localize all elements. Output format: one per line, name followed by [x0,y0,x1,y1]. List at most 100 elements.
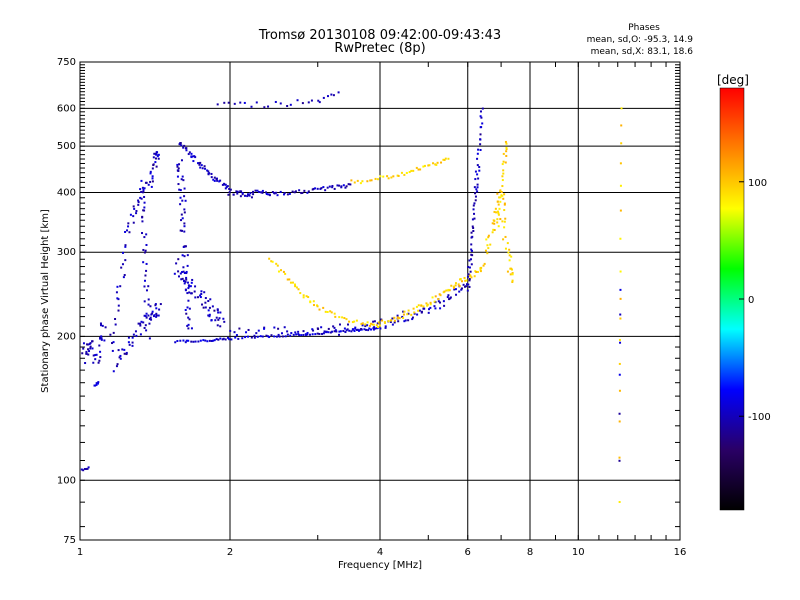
data-point [505,150,508,153]
data-point [467,265,470,268]
data-point [80,468,83,471]
data-point [468,273,471,276]
data-point [448,289,451,292]
data-point [88,350,91,353]
data-point [346,328,349,331]
data-point [619,270,622,273]
data-point [454,288,457,291]
data-point [150,185,153,188]
data-point [137,203,140,206]
data-point [153,152,156,155]
data-point [286,330,289,333]
data-point [439,307,442,310]
data-point [119,285,122,288]
data-point [127,336,130,339]
data-point [244,336,247,339]
data-point [503,220,506,223]
data-point [499,218,502,221]
data-point [247,328,250,331]
data-point [476,164,479,167]
data-point [303,189,306,192]
data-point [363,328,366,331]
data-point [126,229,129,232]
data-point [280,332,283,335]
data-point [479,268,482,271]
data-point [235,190,238,193]
data-point [151,180,154,183]
data-point [468,279,471,282]
data-point [338,316,341,319]
data-point [124,230,127,233]
data-point [479,138,482,141]
data-point [179,229,182,232]
data-point [428,164,431,167]
data-point [217,318,220,321]
data-point [100,335,103,338]
data-point [275,191,278,194]
data-point [183,195,186,198]
data-point [477,148,480,151]
data-point [201,167,204,170]
data-point [184,280,187,283]
data-point [288,278,291,281]
data-point [487,234,490,237]
data-point [271,260,274,263]
data-point [433,300,436,303]
data-point [129,213,132,216]
x-tick-label: 6 [465,547,471,558]
data-point [92,354,95,357]
data-point [437,298,440,301]
data-point [183,279,186,282]
data-point [498,207,501,210]
data-point [190,281,193,284]
data-point [443,158,446,161]
data-point [225,186,228,189]
data-point [185,149,188,152]
data-point [407,312,410,315]
data-point [116,285,119,288]
data-point [215,316,218,319]
data-point [207,170,210,173]
data-point [353,320,356,323]
data-point [369,322,372,325]
data-point [281,335,284,338]
data-point [210,172,213,175]
data-point [346,323,349,326]
data-point [338,184,341,187]
data-point [191,278,194,281]
data-point [294,190,297,193]
data-point [386,175,389,178]
data-point [237,337,240,340]
data-point [493,222,496,225]
data-point [503,209,506,212]
data-point [470,248,473,251]
data-point [379,327,382,330]
data-point [322,332,325,335]
data-point [387,320,390,323]
data-point [140,190,143,193]
data-point [392,175,395,178]
data-point [261,191,264,194]
data-point [316,187,319,190]
data-point [326,186,329,189]
data-point [291,190,294,193]
data-point [265,334,268,337]
data-point [187,284,190,287]
data-point [618,456,621,459]
data-point [483,262,486,265]
data-point [322,96,325,99]
data-point [461,280,464,283]
data-point [143,209,146,212]
data-point [190,340,193,343]
data-point [157,314,160,317]
data-point [144,324,147,327]
data-point [341,316,344,319]
data-point [474,195,477,198]
phases-stat-x: mean, sd,X: 83.1, 18.6 [591,47,694,57]
data-point [503,193,506,196]
data-point [465,285,468,288]
data-point [492,219,495,222]
data-point [372,328,375,331]
data-point [179,142,182,145]
data-point [312,329,315,332]
